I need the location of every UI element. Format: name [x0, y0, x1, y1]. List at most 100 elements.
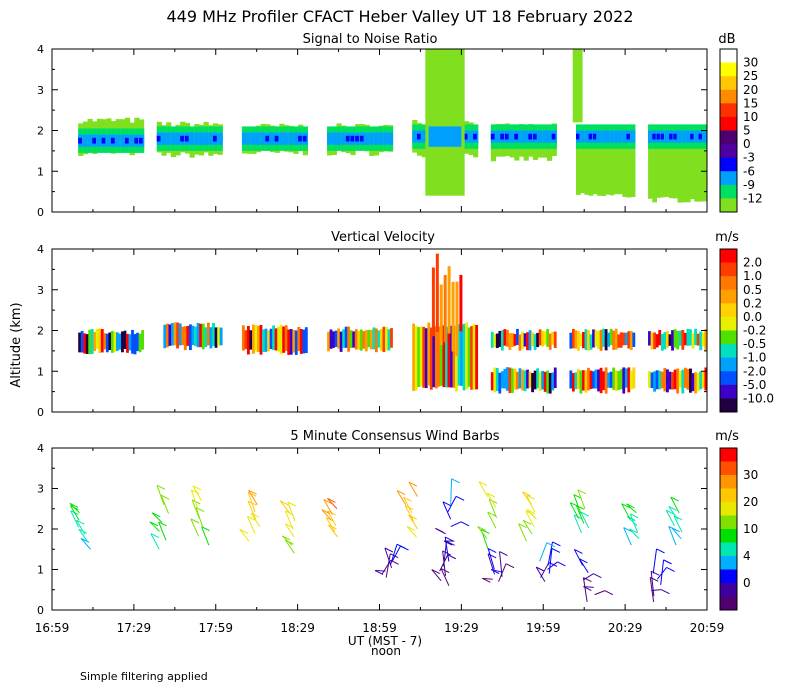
snr-cell [613, 130, 619, 143]
velocity-cell [90, 328, 94, 354]
wind-barb [151, 512, 163, 523]
velocity-cell [490, 372, 494, 391]
velocity-cell [204, 327, 208, 348]
velocity-cell [699, 371, 703, 390]
xtick-label: 20:59 [690, 621, 725, 635]
snr-cell [260, 132, 266, 145]
snr-cell [129, 134, 135, 147]
wind-barb-flag [593, 573, 602, 579]
ytick-label: 3 [37, 84, 44, 97]
velocity-cell [526, 369, 529, 389]
velocity-cell [422, 326, 426, 388]
velocity-cell [183, 326, 187, 351]
velocity-cell [214, 327, 218, 348]
wind-barb-flag [156, 484, 166, 490]
snr-cell [514, 133, 518, 140]
velocity-cell [632, 332, 636, 347]
snr-cell [592, 126, 598, 195]
colorbar-label: 20 [743, 495, 758, 509]
wind-barb-flag [486, 492, 496, 498]
snr-cell [609, 130, 615, 143]
wind-axes-frame [51, 447, 708, 611]
snr-cell [302, 135, 307, 142]
velocity-cell [668, 334, 672, 346]
velocity-yticks: 0 1 2 3 4 [37, 243, 707, 419]
velocity-cell [528, 330, 532, 351]
wind-barb-flag [522, 519, 532, 525]
snr-cell [669, 133, 673, 140]
xtick-label: 16:59 [35, 621, 70, 635]
wind-barb-flag [626, 503, 635, 509]
snr-cell [421, 130, 427, 143]
wind-barb-flag [247, 515, 256, 521]
velocity-cell [503, 368, 507, 389]
velocity-cell [516, 371, 519, 390]
ytick-label: 4 [37, 243, 44, 256]
velocity-cell [369, 329, 373, 350]
snr-cell [584, 127, 590, 195]
wind-barb [575, 505, 585, 524]
y-axis-label: Altitude (km) [9, 302, 24, 387]
velocity-cell [541, 370, 545, 390]
colorbar-swatch [720, 62, 737, 77]
colorbar-swatch [720, 130, 737, 145]
velocity-cell [599, 329, 603, 351]
colorbar-label: 30 [743, 56, 758, 70]
wind-barb-flag [665, 509, 675, 515]
wind-barb [668, 526, 677, 546]
velocity-cell [108, 332, 112, 351]
snr-cell [336, 132, 342, 145]
velocity-cell [462, 323, 466, 391]
velocity-cell [648, 371, 651, 388]
velocity-cell [457, 324, 461, 386]
colorbar-label: -3 [743, 151, 755, 165]
velocity-cell [136, 332, 139, 352]
snr-cell [139, 137, 143, 144]
velocity-cell [244, 330, 248, 350]
snr-cell [412, 130, 418, 143]
velocity-cell [196, 322, 200, 348]
velocity-cell [582, 370, 585, 391]
noon-label: noon [371, 644, 401, 658]
colorbar-label: 0.0 [743, 310, 762, 324]
wind-title: 5 Minute Consensus Wind Barbs [290, 429, 499, 444]
wind-barb-flag [536, 566, 545, 572]
snr-cell [630, 129, 636, 197]
wind-barb [391, 545, 401, 562]
snr-cell [652, 133, 656, 140]
wind-barb [499, 551, 503, 577]
wind-barb [522, 520, 533, 535]
snr-cell [551, 133, 556, 140]
velocity-cell [521, 331, 524, 350]
colorbar-swatch [720, 289, 737, 304]
velocity-cell [181, 326, 185, 346]
snr-cell [87, 134, 93, 147]
ytick-label: 0 [37, 406, 44, 419]
velocity-cell [262, 329, 265, 353]
snr-cell [369, 132, 375, 145]
snr-cell [463, 133, 468, 140]
wind-barb [522, 491, 532, 505]
velocity-cell [571, 328, 575, 349]
velocity-cell [607, 332, 611, 347]
velocity-cell [249, 330, 253, 350]
velocity-cell [279, 324, 283, 355]
snr-cell [490, 133, 495, 140]
wind-barb [526, 509, 537, 520]
snr-cell [677, 130, 683, 143]
velocity-cell [653, 332, 657, 350]
velocity-cell [548, 372, 552, 394]
wind-barb-flag [499, 551, 508, 557]
colorbar-swatch [720, 262, 737, 277]
velocity-cell [274, 328, 278, 351]
velocity-cell [252, 324, 255, 354]
wind-barb [192, 485, 202, 501]
velocity-cell [691, 333, 695, 349]
wind-barb [404, 505, 414, 522]
velocity-cell [694, 328, 698, 346]
velocity-cell [503, 329, 507, 346]
velocity-cell [612, 330, 616, 350]
snr-cell [355, 135, 359, 142]
snr-cell [592, 133, 597, 140]
velocity-cell [655, 370, 659, 390]
